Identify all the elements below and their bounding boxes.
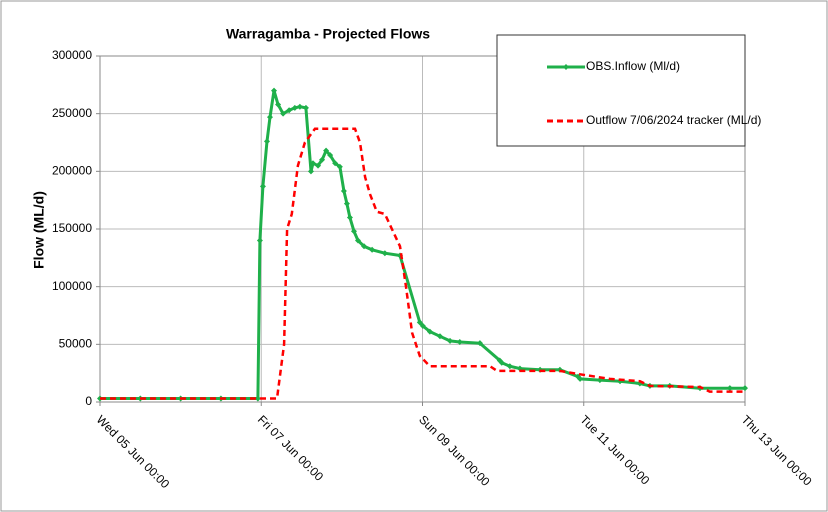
plot-border: [99, 55, 746, 403]
y-axis-label: Flow (ML/d): [31, 191, 47, 269]
y-tick-label: 300000: [52, 48, 92, 62]
point: [336, 163, 343, 170]
point: [296, 103, 303, 110]
y-tick-label: 50000: [59, 337, 93, 351]
point: [323, 147, 330, 154]
point: [742, 385, 748, 392]
legend-label: Outflow 7/06/2024 tracker (ML/d): [586, 113, 761, 127]
point: [327, 152, 334, 159]
point: [447, 337, 454, 344]
point: [259, 183, 266, 190]
point: [577, 375, 584, 382]
point: [426, 328, 433, 335]
point: [419, 322, 426, 329]
point: [416, 319, 423, 326]
point: [307, 168, 314, 175]
point: [506, 363, 513, 370]
legend-label: OBS.Inflow (Ml/d): [586, 59, 680, 73]
point: [332, 160, 339, 167]
y-tick-label: 100000: [52, 279, 92, 293]
point: [271, 87, 278, 94]
point: [476, 340, 483, 347]
point: [355, 237, 361, 244]
y-tick-label: 200000: [52, 164, 92, 178]
point: [498, 359, 505, 366]
point: [291, 104, 298, 111]
point: [340, 187, 347, 194]
point: [361, 243, 368, 250]
point: [346, 214, 353, 221]
point: [456, 339, 463, 346]
point: [263, 138, 270, 145]
y-tick-label: 150000: [52, 221, 92, 235]
point: [436, 333, 443, 340]
point: [280, 110, 287, 117]
point: [309, 160, 316, 167]
point: [275, 101, 282, 108]
point: [302, 104, 309, 111]
series-line: [100, 127, 745, 400]
point: [254, 395, 261, 402]
point: [286, 107, 293, 114]
y-tick-label: 0: [85, 394, 92, 408]
y-tick-label: 250000: [52, 106, 92, 120]
point: [369, 246, 376, 253]
point: [350, 228, 357, 235]
point: [381, 250, 388, 257]
legend-box: [496, 34, 746, 147]
point: [266, 114, 273, 121]
legend-marker: [563, 64, 569, 70]
point: [343, 200, 350, 207]
chart-title: Warragamba - Projected Flows: [226, 26, 430, 42]
point: [256, 237, 263, 244]
point: [319, 156, 326, 163]
point: [726, 385, 733, 392]
point: [315, 162, 322, 169]
